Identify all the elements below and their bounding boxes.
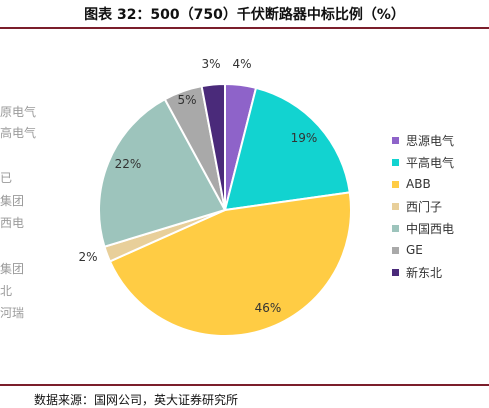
legend-label: 新东北 xyxy=(406,265,443,280)
clipped-label: 高电气 xyxy=(0,126,37,140)
legend-item: ABB xyxy=(392,176,431,192)
clipped-label: 北 xyxy=(0,284,13,298)
legend-swatch xyxy=(392,224,399,232)
legend-item: 思源电气 xyxy=(392,132,454,148)
clipped-label: 河瑞 xyxy=(0,306,25,320)
slice-value-label: 3% xyxy=(201,57,220,71)
legend-label: 平高电气 xyxy=(406,155,455,170)
clipped-label: 原电气 xyxy=(0,105,37,119)
legend-item: 中国西电 xyxy=(392,220,454,236)
pie-slice xyxy=(98,97,227,248)
chart-title: 图表 32：500（750）千伏断路器中标比例（%） xyxy=(84,7,405,23)
legend-item: GE xyxy=(392,242,423,258)
legend-label: ABB xyxy=(406,177,431,191)
source-note: 数据来源：国网公司，英大证券研究所 xyxy=(34,393,239,407)
legend-swatch xyxy=(392,202,399,210)
slice-value-label: 22% xyxy=(115,157,142,171)
legend-swatch xyxy=(392,268,399,276)
legend-label: 思源电气 xyxy=(406,133,455,148)
title-rule xyxy=(0,27,489,29)
clipped-label: 已 xyxy=(0,171,13,185)
legend-swatch xyxy=(392,246,399,254)
legend-item: 平高电气 xyxy=(392,154,454,170)
slice-value-label: 4% xyxy=(232,57,251,71)
legend-item: 新东北 xyxy=(392,264,442,280)
slice-value-label: 5% xyxy=(177,93,196,107)
slice-value-label: 19% xyxy=(291,131,318,145)
legend-label: GE xyxy=(406,243,423,257)
pie-slice xyxy=(200,82,226,211)
slice-value-label: 2% xyxy=(78,250,97,264)
pie-slice xyxy=(108,191,352,337)
source-rule xyxy=(0,384,489,386)
legend-swatch xyxy=(392,136,399,144)
legend-label: 中国西电 xyxy=(406,221,455,236)
pie-slice xyxy=(223,86,351,212)
clipped-label: 西电 xyxy=(0,216,25,230)
legend-swatch xyxy=(392,158,399,166)
legend-swatch xyxy=(392,180,399,188)
legend-label: 西门子 xyxy=(406,199,443,214)
slice-value-label: 46% xyxy=(255,301,282,315)
clipped-label: 集团 xyxy=(0,262,25,276)
clipped-label: 集团 xyxy=(0,194,25,208)
legend-item: 西门子 xyxy=(392,198,442,214)
